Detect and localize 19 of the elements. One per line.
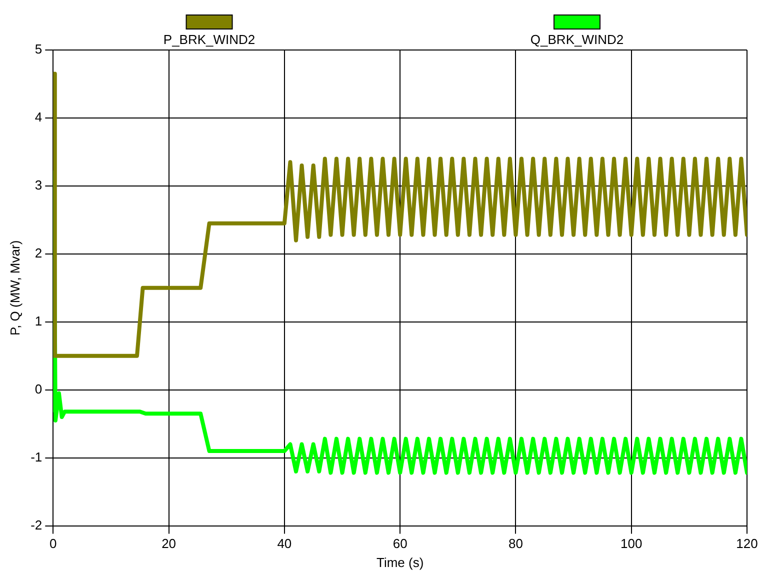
y-axis-title: P, Q (MW, Mvar) xyxy=(7,240,22,336)
y-tick-label: 0 xyxy=(34,381,42,396)
x-tick-label: 20 xyxy=(162,536,176,552)
x-tick-label: 80 xyxy=(508,536,523,552)
y-tick-label: -2 xyxy=(30,517,42,532)
legend-label: Q_BRK_WIND2 xyxy=(530,32,624,48)
y-tick-label: 3 xyxy=(34,178,42,193)
y-tick-label: 2 xyxy=(34,245,42,260)
legend-label: P_BRK_WIND2 xyxy=(163,32,256,48)
x-axis-title: Time (s) xyxy=(376,554,424,570)
x-tick-label: 0 xyxy=(50,536,57,552)
x-tick-label: 40 xyxy=(277,536,292,552)
x-tick-label: 120 xyxy=(736,536,758,552)
x-tick-label: 100 xyxy=(620,536,642,552)
y-tick-label: 4 xyxy=(34,110,42,125)
x-tick-label: 60 xyxy=(392,536,408,552)
y-tick-label: 1 xyxy=(34,313,42,328)
y-tick-label: -1 xyxy=(30,449,42,464)
y-tick-label: 5 xyxy=(34,42,42,57)
